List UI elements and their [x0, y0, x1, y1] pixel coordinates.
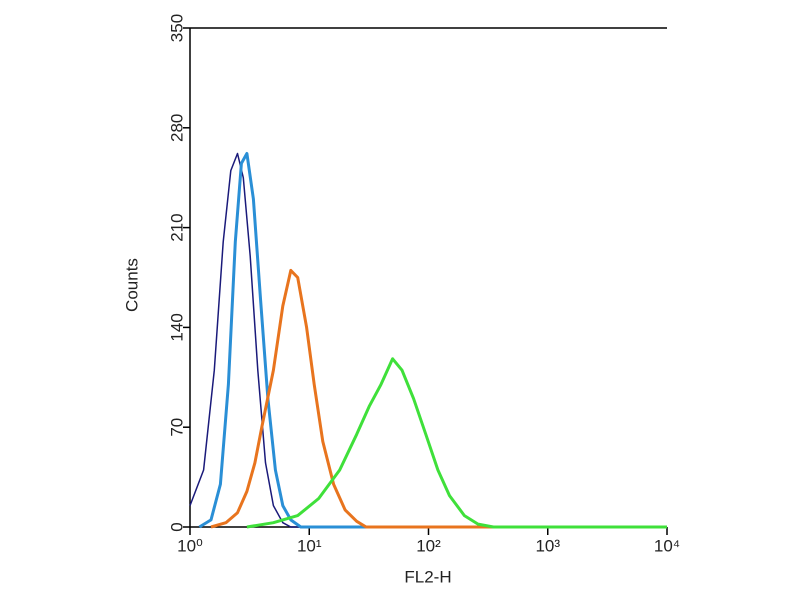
x-tick-label: 10⁰: [177, 536, 203, 555]
x-tick-label: 10⁴: [654, 536, 680, 555]
y-tick-label: 210: [167, 213, 186, 241]
x-tick-label: 10²: [416, 536, 441, 555]
y-axis-title: Counts: [122, 258, 141, 312]
y-tick-label: 280: [167, 114, 186, 142]
series-line: [189, 152, 667, 528]
x-tick-label: 10³: [535, 536, 560, 555]
x-tick-label: 10¹: [297, 536, 322, 555]
y-tick-label: 70: [167, 418, 186, 437]
x-axis-title: FL2-H: [404, 567, 451, 586]
y-tick-label: 350: [167, 14, 186, 42]
y-tick-label: 140: [167, 313, 186, 341]
series-line: [210, 268, 667, 529]
y-tick-label: 0: [167, 522, 186, 531]
series-line: [246, 357, 667, 529]
series-line: [198, 152, 667, 529]
